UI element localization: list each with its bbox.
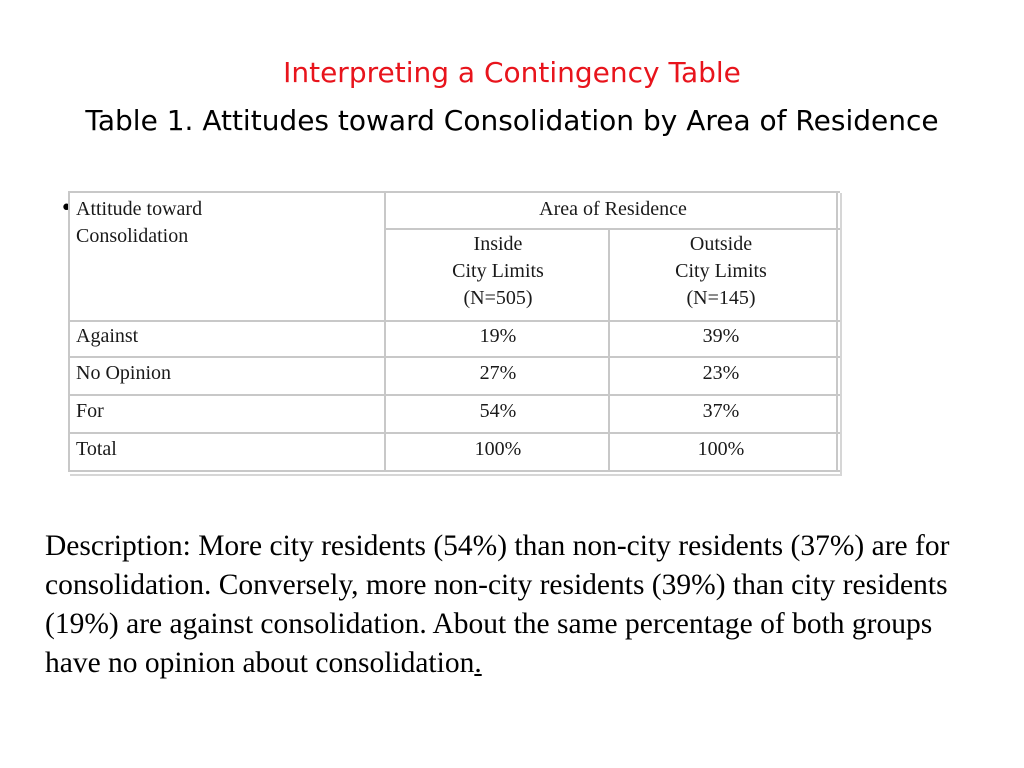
description-end-mark: . — [474, 647, 482, 679]
description-text: Description: More city residents (54%) t… — [45, 530, 950, 679]
cell-no-opinion-inside: 27% — [479, 362, 517, 384]
table-rule-row2 — [68, 394, 840, 396]
description-paragraph: Description: More city residents (54%) t… — [45, 527, 985, 683]
cell-for-inside: 54% — [479, 400, 517, 422]
column-header-outside: Outside City Limits (N=145) — [610, 231, 832, 312]
group-header: Area of Residence — [539, 198, 687, 220]
column-header-line1: Inside — [473, 233, 523, 255]
table-border-top — [68, 191, 840, 193]
table-divider-columns — [608, 228, 610, 472]
contingency-table: Attitude toward Consolidation Area of Re… — [68, 191, 840, 474]
row-header-line2: Consolidation — [76, 225, 189, 247]
table-rule-header — [68, 320, 840, 322]
table-border-left — [68, 191, 70, 472]
cell-against-inside: 19% — [479, 325, 517, 347]
slide-title: Interpreting a Contingency Table — [283, 56, 741, 89]
row-header: Attitude toward Consolidation — [76, 196, 202, 250]
column-header-line3: (N=505) — [463, 287, 533, 309]
column-header-line2: City Limits — [675, 260, 767, 282]
cell-total-inside: 100% — [474, 438, 522, 460]
cell-against-outside: 39% — [702, 325, 740, 347]
column-header-line3: (N=145) — [686, 287, 756, 309]
cell-no-opinion-outside: 23% — [702, 362, 740, 384]
table-caption: Table 1. Attitudes toward Consolidation … — [85, 104, 939, 137]
row-header-line1: Attitude toward — [76, 198, 203, 220]
column-header-line2: City Limits — [452, 260, 544, 282]
row-label-for: For — [76, 400, 104, 422]
table-rule-group — [386, 228, 840, 230]
table-border-right — [836, 191, 838, 472]
row-label-against: Against — [76, 325, 139, 347]
cell-for-outside: 37% — [702, 400, 740, 422]
row-label-no-opinion: No Opinion — [76, 362, 171, 384]
row-label-total: Total — [76, 438, 117, 460]
column-header-inside: Inside City Limits (N=505) — [386, 231, 610, 312]
table-rule-row1 — [68, 356, 840, 358]
table-rule-row3 — [68, 432, 840, 434]
cell-total-outside: 100% — [697, 438, 745, 460]
table-border-bottom — [68, 470, 840, 472]
table-divider-label — [384, 191, 386, 472]
column-header-line1: Outside — [689, 233, 753, 255]
